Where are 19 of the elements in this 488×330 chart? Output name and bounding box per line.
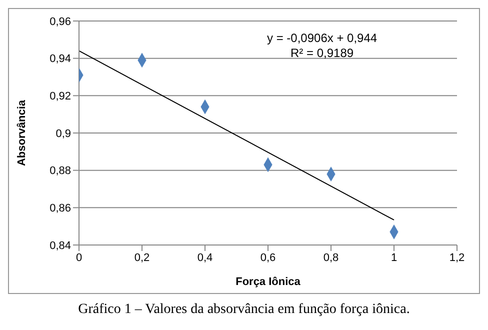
x-tick-label: 0,2 bbox=[134, 252, 150, 264]
y-axis-title: Absorvância bbox=[16, 99, 28, 166]
y-tick-label: 0,84 bbox=[50, 240, 71, 252]
text: Gráfico 1 – Valores da absorvância em função força iônica. bbox=[77, 302, 411, 318]
x-tick-label: 0,8 bbox=[323, 252, 339, 264]
x-tick-label: 1,2 bbox=[449, 252, 465, 264]
x-tick-label: 0,6 bbox=[260, 252, 276, 264]
annotation: y = -0,0906x + 0,944 bbox=[267, 31, 378, 46]
annotation: R² = 0,9189 bbox=[290, 46, 355, 61]
y-tick-label: 0,96 bbox=[50, 16, 71, 28]
y-tick-label: 0,88 bbox=[50, 165, 71, 178]
y-tick-label: 0,9 bbox=[56, 128, 71, 140]
x-tick-label: 1 bbox=[390, 252, 398, 264]
y-tick-label: 0,92 bbox=[50, 90, 71, 103]
x-tick-label: 0 bbox=[76, 252, 82, 264]
y-tick-label: 0,86 bbox=[50, 202, 71, 215]
x-tick-label: 0,4 bbox=[197, 252, 213, 264]
x-axis-title: Força Iônica bbox=[236, 276, 302, 288]
y-tick-label: 0,94 bbox=[50, 53, 71, 66]
